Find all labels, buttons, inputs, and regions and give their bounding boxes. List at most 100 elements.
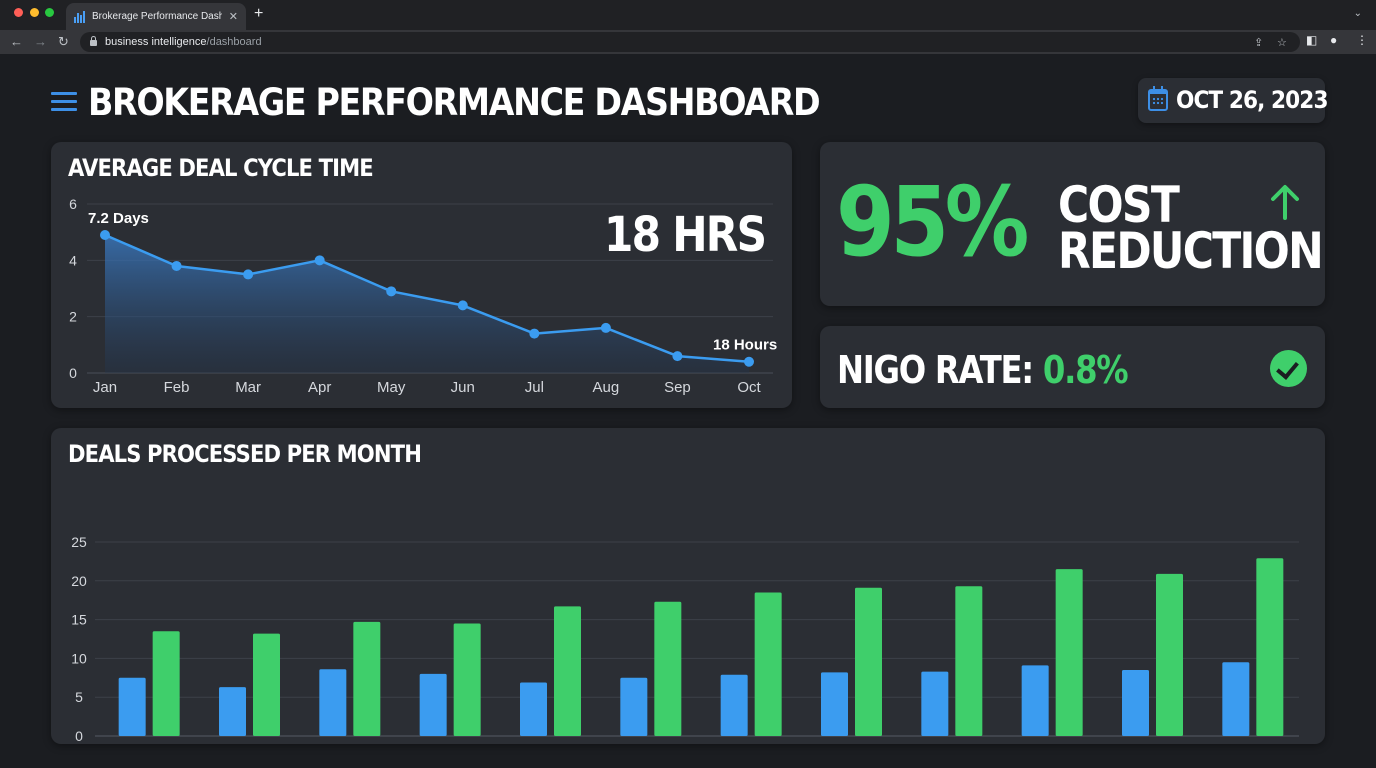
- forward-arrow-icon[interactable]: →: [34, 34, 47, 49]
- deals-x-tick-label: Oct: [1137, 742, 1161, 744]
- cycle-data-point: [243, 269, 254, 280]
- cycle-x-tick-label: Apr: [308, 379, 331, 396]
- tab-title: Brokerage Performance Dashb: [92, 11, 222, 22]
- deals-bar-after: [754, 592, 782, 736]
- deals-bar-before: [821, 672, 848, 736]
- cycle-time-title: AVERAGE DEAL CYCLE TIME: [68, 154, 374, 182]
- url-host: business intelligence: [105, 36, 207, 48]
- deals-x-tick-label: Jan: [133, 742, 157, 744]
- checkmark-icon: [1270, 350, 1307, 387]
- hamburger-menu-icon[interactable]: [51, 92, 77, 112]
- browser-tab-bar: Brokerage Performance Dashb ✕ + ⌄: [0, 0, 1376, 30]
- cycle-area: [105, 234, 749, 373]
- deals-y-tick-label: 15: [71, 612, 87, 628]
- back-arrow-icon[interactable]: ←: [10, 34, 23, 49]
- deals-bar-before: [620, 677, 648, 736]
- cycle-time-chart: 0 2 4 6 Jan Feb Mar Apr May Jun Jul Aug Sep Oct 7.2 Da…: [69, 196, 777, 396]
- page-title: BROKERAGE PERFORMANCE DASHBOARD: [88, 81, 821, 124]
- deals-x-tick-label: Sep: [1035, 742, 1062, 744]
- deals-x-tick-label: Mar: [333, 742, 359, 744]
- deals-bar-before: [419, 673, 447, 736]
- cycle-data-point: [600, 322, 611, 333]
- cycle-x-tick-label: Aug: [593, 379, 620, 396]
- cycle-x-tick-label: Jun: [451, 379, 475, 396]
- browser-toolbar: ← → ↻ business intelligence/dashboard ⇪ …: [0, 30, 1376, 54]
- cycle-time-card: AVERAGE DEAL CYCLE TIME 0 2 4 6 Jan Feb Mar Apr…: [51, 142, 792, 408]
- cycle-annotation: 18 Hours: [713, 337, 777, 354]
- deals-x-tick-label: Jun: [735, 742, 759, 744]
- window-close-button[interactable]: [14, 8, 23, 17]
- deals-bar-before: [720, 674, 748, 736]
- deals-bar-after: [955, 586, 983, 736]
- deals-bar-before: [1021, 665, 1049, 736]
- deals-bar-after: [453, 623, 481, 736]
- deals-bar-after: [1055, 569, 1083, 736]
- cycle-data-point: [100, 229, 110, 240]
- browser-tab[interactable]: Brokerage Performance Dashb ✕: [66, 3, 246, 30]
- cycle-x-tick-label: May: [377, 379, 406, 396]
- deals-y-tick-label: 10: [71, 650, 87, 666]
- cycle-y-tick-label: 4: [69, 252, 77, 268]
- cycle-y-tick-label: 0: [69, 365, 77, 381]
- deals-bar-before: [319, 669, 347, 736]
- deals-chart: 0 5 10 15 20 25 Jan Feb Mar Apr May Jun Jun Jul Aug Sep…: [71, 534, 1299, 744]
- cycle-time-headline: 18 HRS: [604, 207, 767, 263]
- bookmark-star-icon[interactable]: ☆: [1277, 37, 1287, 49]
- deals-bar-after: [1256, 558, 1284, 736]
- cost-label-line1: COST: [1058, 176, 1180, 234]
- deals-title: DEALS PROCESSED PER MONTH: [68, 440, 422, 468]
- cycle-x-tick-label: Jan: [93, 379, 117, 396]
- cycle-x-tick-label: Mar: [235, 379, 261, 396]
- deals-bar-before: [118, 677, 146, 736]
- cost-label-line2: REDUCTION: [1058, 222, 1324, 280]
- deals-bar-before: [219, 687, 246, 736]
- share-icon[interactable]: ⇪: [1254, 37, 1264, 49]
- cycle-data-point: [314, 255, 325, 266]
- deals-x-tick-label: Jun: [635, 742, 659, 744]
- tab-search-chevron-icon[interactable]: ⌄: [1353, 8, 1362, 19]
- address-bar[interactable]: business intelligence/dashboard ⇪ ☆: [80, 32, 1300, 52]
- browser-menu-icon[interactable]: ⋮: [1356, 33, 1368, 47]
- cycle-x-tick-label: Sep: [664, 379, 691, 396]
- deals-bar-after: [654, 601, 682, 736]
- side-panel-icon[interactable]: ◧: [1306, 33, 1318, 47]
- window-maximize-button[interactable]: [45, 8, 54, 17]
- deals-bar-after: [1156, 573, 1183, 736]
- cost-reduction-value: 95%: [836, 166, 1029, 278]
- deals-card: DEALS PROCESSED PER MONTH 0 5 10 15 20 25 Jan F…: [51, 428, 1325, 744]
- new-tab-button[interactable]: +: [254, 5, 264, 22]
- lock-icon: [90, 36, 97, 46]
- cycle-data-point: [386, 286, 397, 297]
- deals-bar-before: [520, 682, 547, 736]
- arrow-up-icon: [1271, 185, 1299, 220]
- deals-x-tick-label: Jul: [838, 742, 857, 744]
- url-path: /dashboard: [206, 36, 262, 48]
- deals-y-tick-label: 25: [71, 534, 87, 550]
- tab-close-icon[interactable]: ✕: [228, 11, 238, 23]
- reload-icon[interactable]: ↻: [58, 34, 69, 49]
- deals-bar-after: [253, 633, 280, 736]
- cycle-x-tick-label: Jul: [525, 379, 544, 396]
- date-picker[interactable]: OCT 26, 2023: [1138, 78, 1328, 123]
- deals-bar-after: [855, 587, 882, 736]
- deals-x-tick-label: May: [532, 742, 561, 744]
- deals-x-tick-label: Aug: [934, 742, 961, 744]
- deals-bar-after: [152, 631, 180, 736]
- deals-bar-before: [1222, 662, 1250, 736]
- cycle-y-tick-label: 6: [69, 196, 77, 212]
- deals-bar-after: [554, 606, 581, 736]
- cycle-data-point: [672, 351, 683, 362]
- deals-x-tick-label: Feb: [233, 742, 259, 744]
- nigo-rate-card: NIGO RATE: 0.8%: [820, 326, 1325, 408]
- cost-reduction-card: 95% COST REDUCTION: [820, 142, 1325, 306]
- dashboard-page: BROKERAGE PERFORMANCE DASHBOARD OCT 26, …: [0, 54, 1376, 768]
- nigo-rate-label: NIGO RATE:: [837, 348, 1034, 392]
- deals-x-tick-label: Apr: [434, 742, 457, 744]
- cycle-data-point: [171, 260, 182, 271]
- profile-icon[interactable]: ●: [1330, 33, 1338, 47]
- cycle-series-line: [104, 233, 750, 363]
- deals-bar-before: [1122, 670, 1149, 736]
- cycle-data-point: [529, 328, 540, 339]
- window-minimize-button[interactable]: [30, 8, 39, 17]
- cycle-data-point: [744, 356, 754, 367]
